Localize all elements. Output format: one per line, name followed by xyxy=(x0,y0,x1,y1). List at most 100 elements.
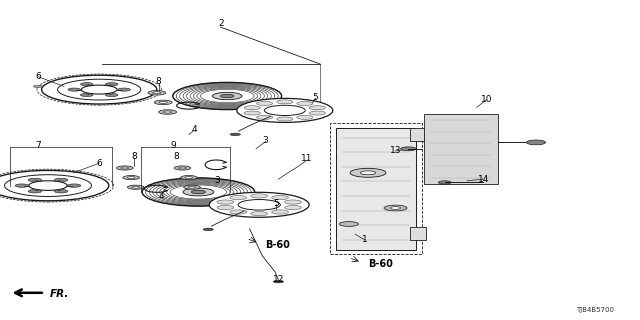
Ellipse shape xyxy=(179,167,186,169)
Ellipse shape xyxy=(159,110,177,114)
Text: 3: 3 xyxy=(215,176,220,185)
Bar xyxy=(410,128,426,141)
Text: 10: 10 xyxy=(481,95,492,104)
Ellipse shape xyxy=(220,94,234,98)
Text: 5: 5 xyxy=(274,199,279,208)
Ellipse shape xyxy=(42,75,157,104)
Ellipse shape xyxy=(401,147,416,151)
Ellipse shape xyxy=(264,105,305,116)
Ellipse shape xyxy=(54,178,68,182)
Ellipse shape xyxy=(384,205,407,211)
Ellipse shape xyxy=(142,178,255,206)
Bar xyxy=(424,114,498,184)
Ellipse shape xyxy=(81,85,117,94)
Ellipse shape xyxy=(257,115,273,119)
Ellipse shape xyxy=(230,210,247,214)
Ellipse shape xyxy=(185,177,193,179)
Ellipse shape xyxy=(33,85,43,88)
Ellipse shape xyxy=(273,280,284,283)
Ellipse shape xyxy=(153,92,161,94)
Ellipse shape xyxy=(67,184,81,187)
Text: 8: 8 xyxy=(156,77,161,86)
Text: B-60: B-60 xyxy=(368,259,393,269)
Ellipse shape xyxy=(28,189,42,193)
Text: 6: 6 xyxy=(97,159,102,168)
Ellipse shape xyxy=(339,221,358,227)
Ellipse shape xyxy=(237,98,333,122)
Ellipse shape xyxy=(251,212,268,216)
Ellipse shape xyxy=(29,181,67,190)
Ellipse shape xyxy=(257,101,273,106)
Text: 7: 7 xyxy=(36,141,41,150)
Text: 5: 5 xyxy=(313,93,318,102)
Text: 1: 1 xyxy=(362,235,367,244)
Ellipse shape xyxy=(244,111,260,115)
Ellipse shape xyxy=(285,205,301,210)
Text: FR.: FR. xyxy=(50,289,69,299)
Ellipse shape xyxy=(184,185,200,189)
Ellipse shape xyxy=(271,196,289,200)
Ellipse shape xyxy=(244,106,260,110)
Ellipse shape xyxy=(127,177,135,179)
Ellipse shape xyxy=(276,117,293,121)
Text: TJB4B5700: TJB4B5700 xyxy=(577,307,614,313)
Ellipse shape xyxy=(230,196,247,200)
Text: 14: 14 xyxy=(477,175,489,184)
Ellipse shape xyxy=(238,200,280,210)
Ellipse shape xyxy=(123,175,140,180)
Ellipse shape xyxy=(106,93,118,97)
Ellipse shape xyxy=(164,111,172,113)
Ellipse shape xyxy=(180,175,197,180)
Ellipse shape xyxy=(203,228,213,231)
Bar xyxy=(336,128,416,250)
Ellipse shape xyxy=(297,115,313,119)
Ellipse shape xyxy=(251,194,268,198)
Bar xyxy=(410,227,426,240)
Ellipse shape xyxy=(360,171,376,175)
Ellipse shape xyxy=(159,101,167,103)
Ellipse shape xyxy=(58,79,141,100)
Ellipse shape xyxy=(148,91,166,95)
Text: 8: 8 xyxy=(173,152,179,161)
Ellipse shape xyxy=(526,140,545,145)
Text: 3: 3 xyxy=(263,136,268,145)
Ellipse shape xyxy=(217,200,234,204)
Ellipse shape xyxy=(81,83,93,86)
Ellipse shape xyxy=(0,170,109,201)
Ellipse shape xyxy=(309,106,325,110)
Ellipse shape xyxy=(191,190,205,194)
Ellipse shape xyxy=(173,82,282,109)
Ellipse shape xyxy=(209,192,309,217)
Text: 8: 8 xyxy=(132,152,137,161)
Ellipse shape xyxy=(154,100,172,105)
Ellipse shape xyxy=(28,178,42,182)
Text: 9: 9 xyxy=(170,141,175,150)
Ellipse shape xyxy=(54,189,68,193)
Ellipse shape xyxy=(438,181,451,184)
Ellipse shape xyxy=(4,175,92,196)
Ellipse shape xyxy=(276,100,293,104)
Ellipse shape xyxy=(230,133,241,136)
Ellipse shape xyxy=(390,207,401,209)
Ellipse shape xyxy=(217,205,234,210)
Text: 13: 13 xyxy=(390,146,401,155)
Ellipse shape xyxy=(118,88,131,91)
Ellipse shape xyxy=(127,185,144,189)
Ellipse shape xyxy=(174,166,191,170)
Ellipse shape xyxy=(121,167,129,169)
Ellipse shape xyxy=(285,200,301,204)
Ellipse shape xyxy=(212,92,242,100)
Ellipse shape xyxy=(106,83,118,86)
Bar xyxy=(330,123,422,254)
Ellipse shape xyxy=(132,186,140,188)
Ellipse shape xyxy=(271,210,289,214)
Ellipse shape xyxy=(188,186,196,188)
Ellipse shape xyxy=(309,111,325,115)
Ellipse shape xyxy=(68,88,81,91)
Ellipse shape xyxy=(297,101,313,106)
Ellipse shape xyxy=(116,166,133,170)
Text: 6: 6 xyxy=(36,72,41,81)
Ellipse shape xyxy=(183,188,214,196)
Text: 11: 11 xyxy=(301,154,313,163)
Text: 4: 4 xyxy=(191,125,196,134)
